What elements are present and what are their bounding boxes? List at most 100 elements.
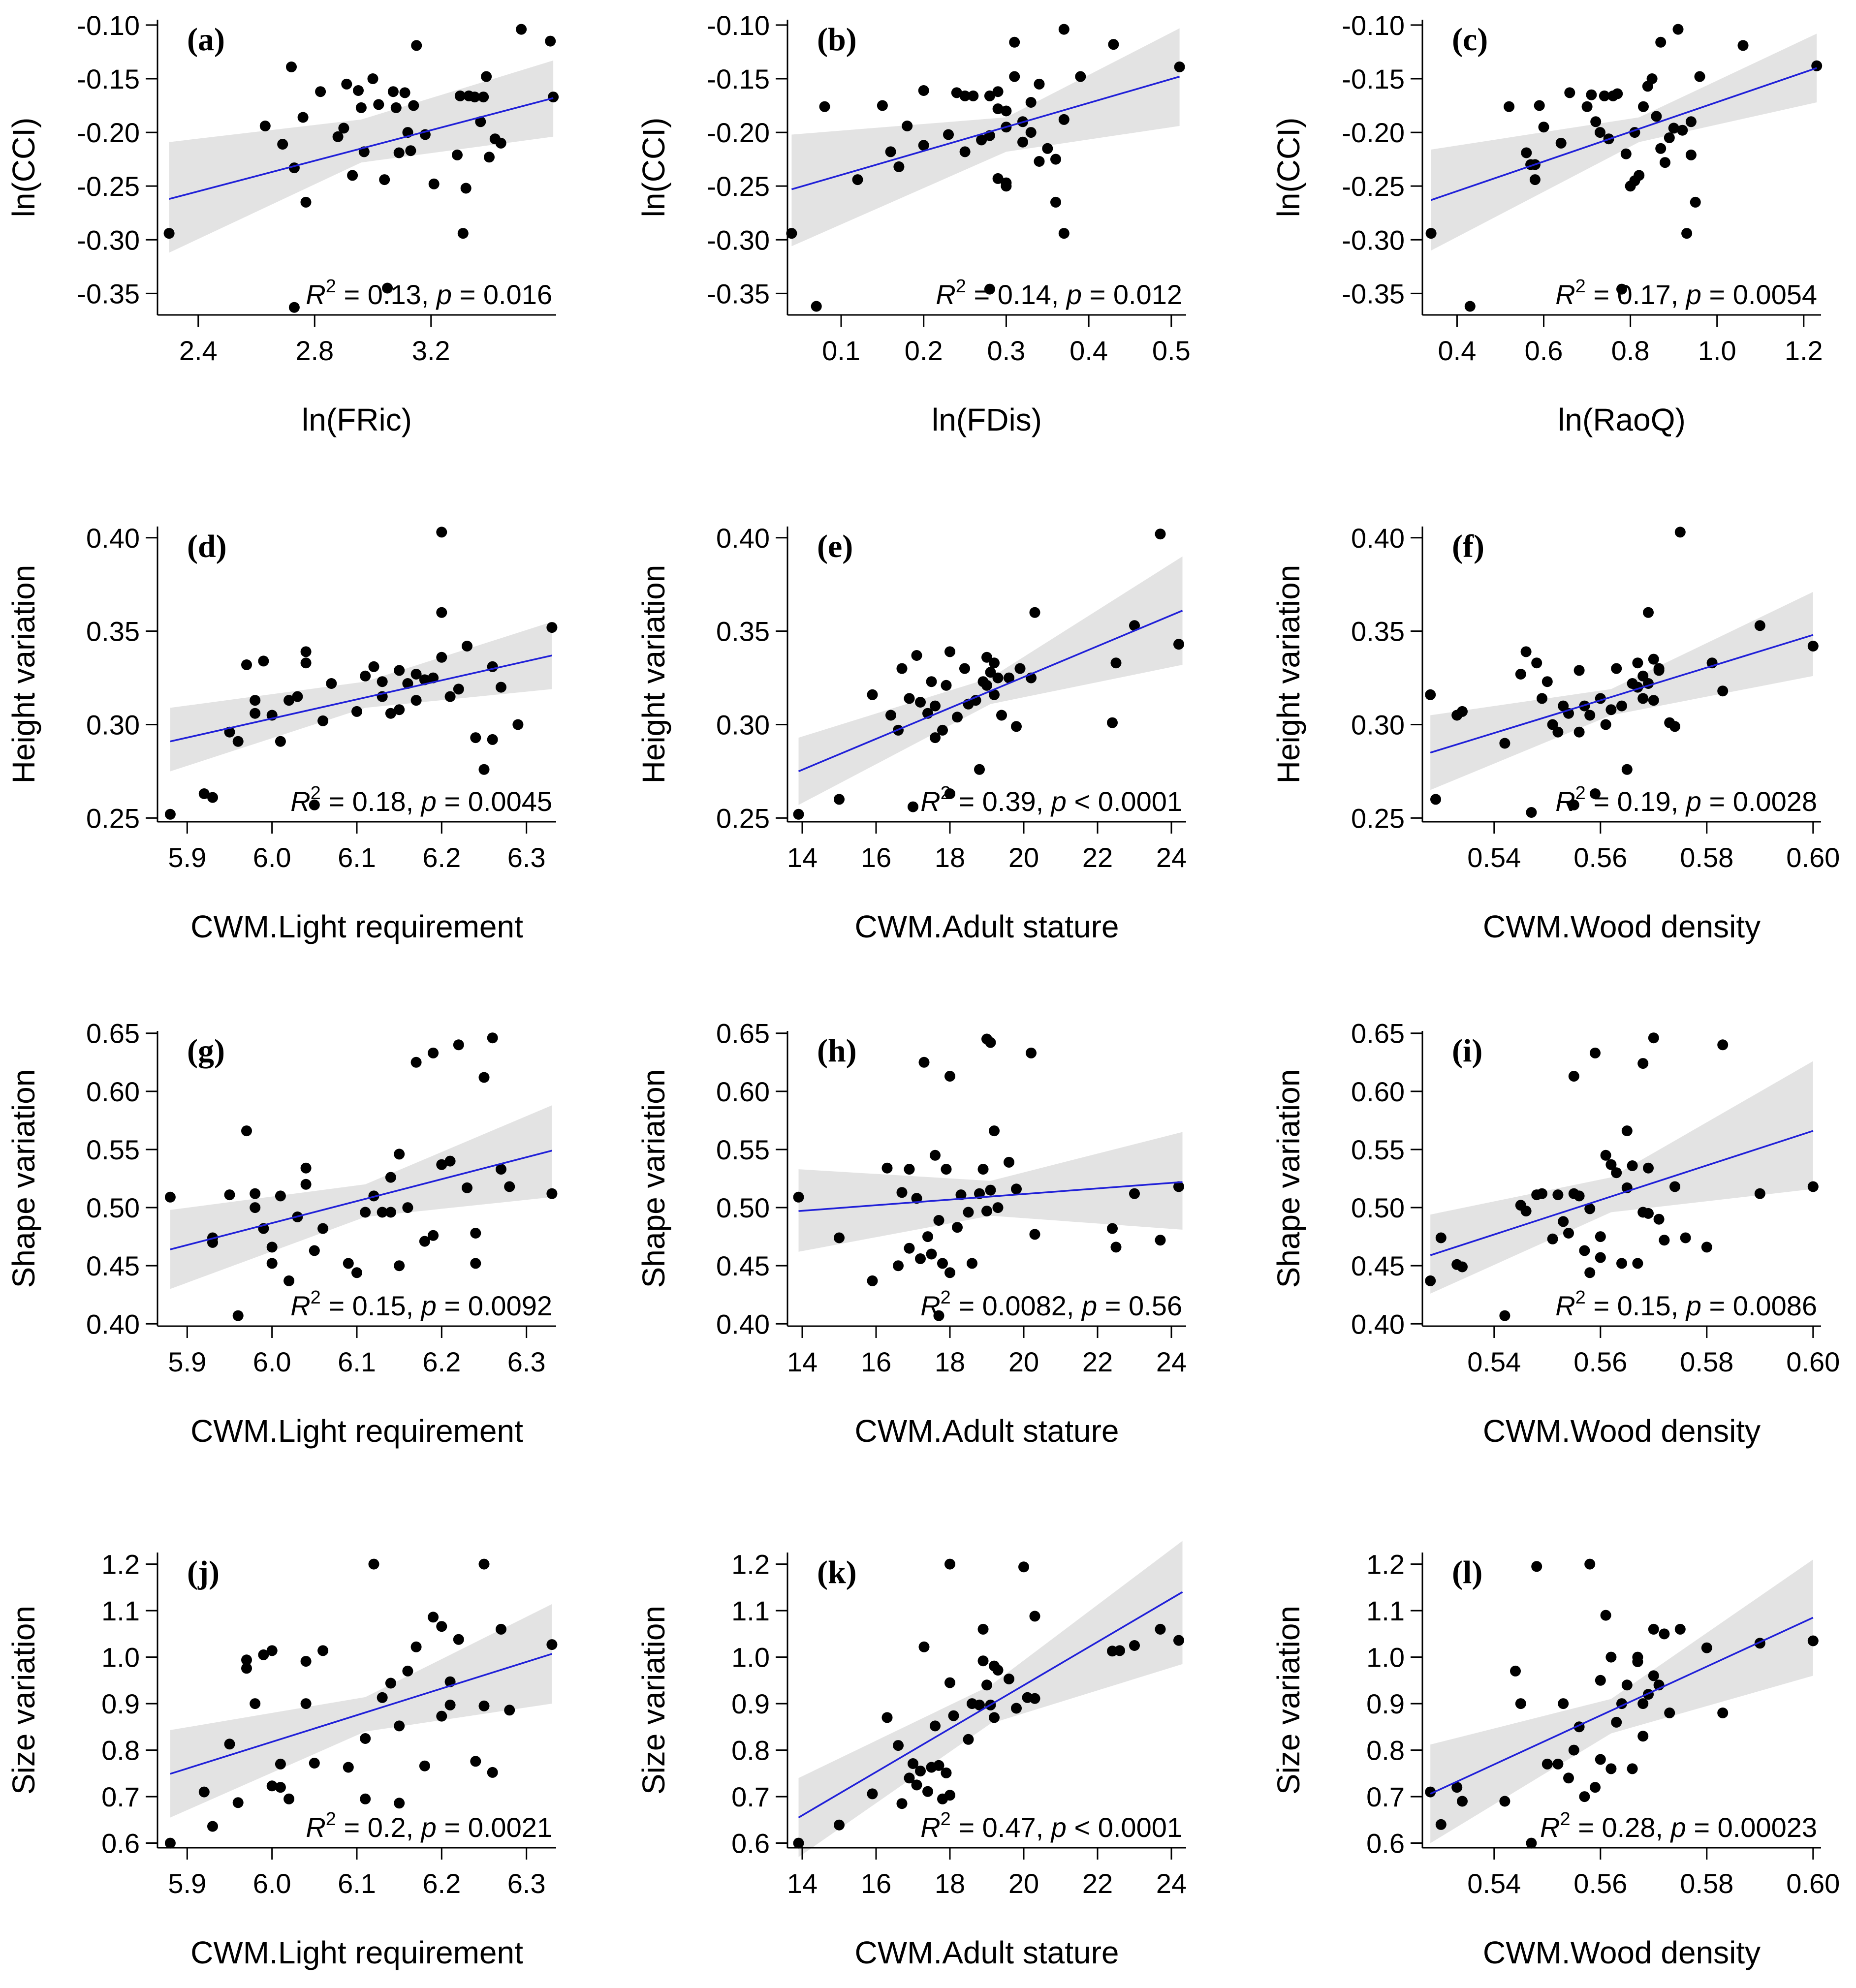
y-tick-label: 0.8 xyxy=(731,1735,770,1766)
data-point xyxy=(1534,100,1545,111)
data-point xyxy=(1681,228,1693,239)
data-point xyxy=(1017,136,1028,148)
x-tick-label: 18 xyxy=(935,1346,965,1377)
data-point xyxy=(1680,1232,1691,1243)
p-value: = 0.00023 xyxy=(1694,1812,1817,1843)
p-value: = 0.0021 xyxy=(444,1812,552,1843)
x-tick-label: 0.8 xyxy=(1611,335,1650,366)
x-tick-label: 6.0 xyxy=(253,1868,291,1899)
data-point xyxy=(453,683,464,695)
data-point xyxy=(394,665,405,676)
data-point xyxy=(1807,1181,1819,1192)
data-point xyxy=(930,732,941,744)
data-point xyxy=(1648,695,1659,706)
x-tick-label: 0.5 xyxy=(1152,335,1191,366)
data-point xyxy=(1584,1267,1596,1278)
data-point xyxy=(436,1710,447,1722)
data-point xyxy=(452,149,463,160)
data-point xyxy=(1425,1275,1436,1286)
data-point xyxy=(1004,1674,1014,1684)
p-value: = 0.016 xyxy=(460,279,552,310)
data-point xyxy=(1599,90,1610,101)
y-axis-title: Shape variation xyxy=(1271,1069,1306,1288)
data-point xyxy=(1526,807,1537,818)
data-point xyxy=(164,808,176,820)
panel-label: (d) xyxy=(187,528,227,564)
data-point xyxy=(1573,1190,1585,1202)
data-point xyxy=(1025,97,1037,108)
data-point xyxy=(989,689,1000,700)
scatter-panel: 5.9 6.0 6.1 6.2 6.3 0.25 0.30 0.35 0.40 CWM.Light… xyxy=(6,523,558,944)
x-tick-label: 16 xyxy=(861,1868,891,1899)
x-tick-label: 0.54 xyxy=(1467,1346,1521,1377)
data-point xyxy=(1737,40,1749,51)
data-point xyxy=(1004,672,1014,683)
data-point xyxy=(332,131,344,142)
data-point xyxy=(198,788,210,799)
data-point xyxy=(487,734,498,745)
data-point xyxy=(1595,1754,1606,1765)
data-point xyxy=(877,100,888,111)
data-point xyxy=(1637,1731,1649,1742)
data-point xyxy=(952,712,963,723)
data-point xyxy=(1590,1047,1601,1058)
scatter-panel: 0.54 0.56 0.58 0.60 0.25 0.30 0.35 0.40 CWM.Wood… xyxy=(1271,523,1840,944)
data-point xyxy=(385,1677,396,1689)
data-point xyxy=(881,1712,893,1723)
data-point xyxy=(232,1310,244,1321)
data-point xyxy=(955,1189,967,1201)
data-point xyxy=(1668,123,1679,134)
data-point xyxy=(992,1665,1004,1676)
data-point xyxy=(1579,1791,1590,1802)
data-point xyxy=(984,90,995,101)
data-point xyxy=(163,228,175,239)
x-tick-label: 5.9 xyxy=(168,1346,206,1377)
data-point xyxy=(904,1164,915,1175)
data-point xyxy=(1674,1623,1686,1635)
data-point xyxy=(1573,726,1585,738)
data-point xyxy=(224,1189,235,1201)
y-tick-label: -0.10 xyxy=(707,10,770,41)
data-point xyxy=(1011,1703,1022,1714)
y-tick-label: -0.10 xyxy=(1342,10,1405,41)
panel-label: (l) xyxy=(1452,1554,1482,1590)
y-tick-label: 0.50 xyxy=(86,1192,140,1223)
x-tick-label: 6.2 xyxy=(422,1346,461,1377)
data-point xyxy=(377,676,388,687)
y-tick-label: 0.25 xyxy=(716,803,770,834)
data-point xyxy=(1515,669,1526,680)
x-tick-label: 1.0 xyxy=(1698,335,1736,366)
data-point xyxy=(351,1267,362,1278)
data-point xyxy=(241,659,252,670)
y-tick-label: 1.2 xyxy=(1366,1549,1405,1580)
data-point xyxy=(1568,1071,1579,1082)
stats-annotation: R2 = 0.19, p = 0.0028 xyxy=(1555,783,1817,817)
x-tick-label: 6.1 xyxy=(338,1346,376,1377)
stats-annotation: R2 = 0.15, p = 0.0086 xyxy=(1555,1287,1817,1321)
regression-line xyxy=(1430,1130,1814,1256)
data-point xyxy=(1058,114,1070,125)
scatter-panel: 2.4 2.8 3.2 -0.35 -0.30 -0.25 -0.20 -0.15 -0.10 l… xyxy=(6,10,559,437)
data-point xyxy=(1541,676,1553,687)
x-tick-label: 20 xyxy=(1008,1346,1039,1377)
x-tick-label: 6.3 xyxy=(507,1868,546,1899)
data-point xyxy=(1563,1772,1574,1784)
y-tick-label: -0.35 xyxy=(1342,278,1405,309)
data-point xyxy=(1621,1679,1633,1691)
data-point xyxy=(232,736,244,747)
data-point xyxy=(1114,1645,1125,1656)
data-point xyxy=(937,1258,948,1269)
y-tick-label: 0.40 xyxy=(1351,1308,1405,1339)
data-point xyxy=(436,607,447,618)
x-tick-label: 22 xyxy=(1082,1868,1113,1899)
y-tick-label: 0.55 xyxy=(86,1134,140,1165)
data-point xyxy=(1664,132,1675,143)
data-point xyxy=(367,73,378,84)
x-tick-label: 1.2 xyxy=(1785,335,1823,366)
data-point xyxy=(516,24,527,35)
data-point xyxy=(338,123,349,134)
data-point xyxy=(992,103,1004,115)
y-tick-label: -0.35 xyxy=(77,278,140,309)
panel-label: (e) xyxy=(817,528,853,564)
data-point xyxy=(922,1231,933,1242)
